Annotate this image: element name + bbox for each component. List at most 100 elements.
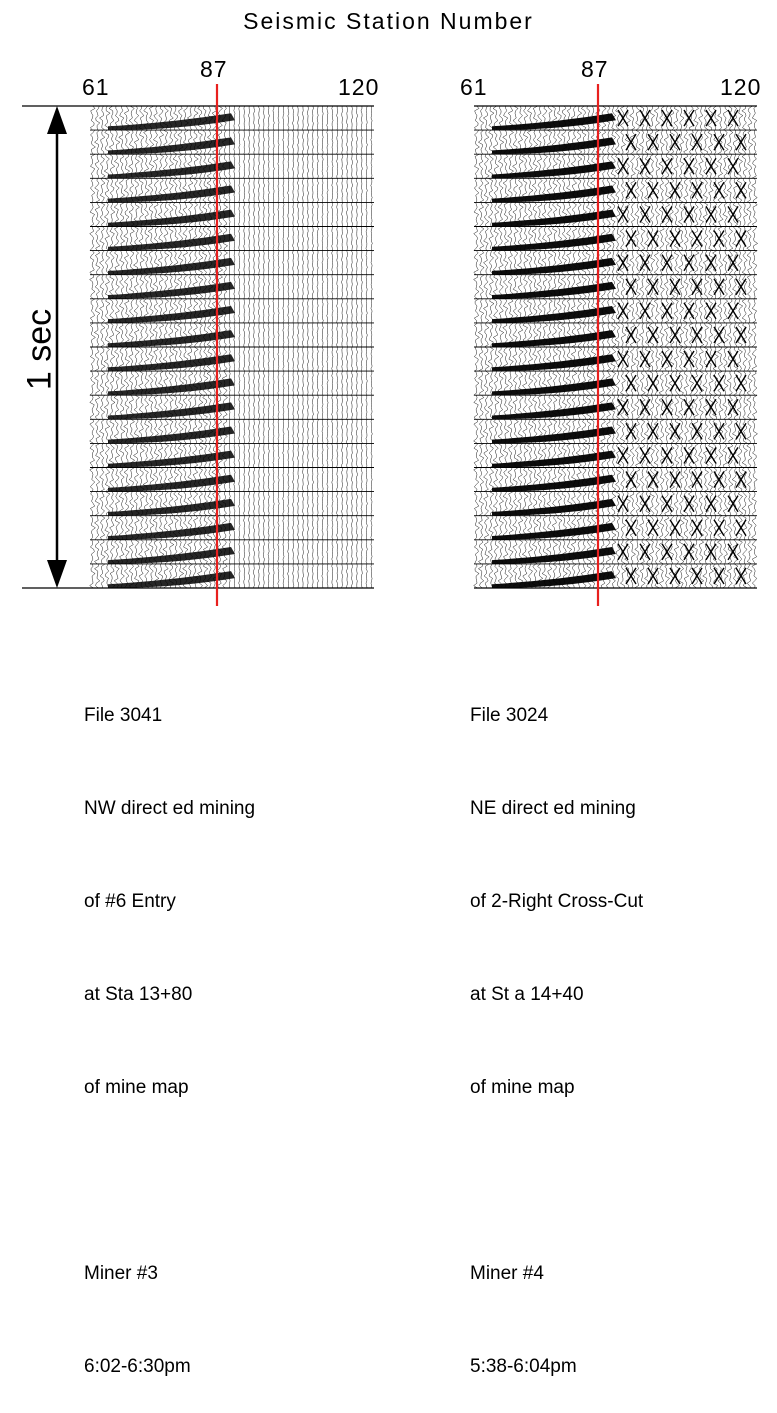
trace-wiggle	[272, 250, 275, 275]
trace-wiggle	[717, 130, 723, 155]
trace-wiggle	[243, 491, 246, 516]
trace-wiggle	[649, 178, 655, 203]
trace-wiggle	[629, 419, 636, 444]
trace-wiggle	[262, 395, 265, 420]
texture-mark	[617, 398, 629, 416]
trace-wiggle	[267, 515, 270, 540]
trace-wiggle	[702, 515, 710, 540]
texture-mark	[713, 374, 725, 392]
trace-wiggle	[708, 419, 714, 444]
trace-wiggle	[747, 322, 753, 348]
trace-wiggle	[312, 443, 314, 468]
trace-wiggle	[253, 322, 255, 348]
trace-wiggle	[258, 419, 260, 444]
trace-wiggle	[365, 226, 368, 251]
trace-wiggle	[489, 371, 494, 396]
trace-wiggle	[658, 154, 664, 179]
trace-wiggle	[267, 298, 270, 323]
texture-mark	[617, 350, 629, 368]
trace-wiggle	[365, 274, 368, 299]
trace-wiggle	[649, 491, 655, 516]
trace-wiggle	[351, 419, 353, 444]
trace-wiggle	[664, 178, 671, 203]
trace-wiggle	[89, 226, 95, 251]
trace-wiggle	[639, 491, 645, 516]
trace-wiggle	[297, 105, 300, 131]
trace-wiggle	[634, 178, 640, 203]
trace-wiggle	[370, 467, 373, 492]
trace-wiggle	[331, 419, 334, 444]
trace-wiggle	[321, 178, 324, 203]
trace-wiggle	[104, 178, 110, 203]
trace-wiggle	[625, 419, 631, 444]
trace-wiggle	[722, 250, 728, 275]
trace-wiggle	[336, 491, 338, 516]
trace-wiggle	[742, 419, 748, 444]
trace-wiggle	[630, 563, 635, 589]
trace-wiggle	[243, 467, 246, 492]
trace-wiggle	[365, 563, 368, 589]
trace-wiggle	[262, 226, 265, 251]
trace-wiggle	[727, 322, 733, 348]
panel-1-station-marker: 87	[200, 56, 228, 82]
trace-wiggle	[474, 539, 479, 564]
trace-wiggle	[268, 226, 270, 251]
trace-wiggle	[712, 154, 719, 179]
texture-mark	[617, 543, 629, 561]
panel-1-caption: File 3041 NW direct ed mining of #6 Entr…	[84, 638, 255, 1413]
trace-wiggle	[331, 130, 334, 155]
trace-wiggle	[737, 491, 744, 516]
trace-wiggle	[493, 202, 500, 227]
trace-wiggle	[346, 274, 349, 299]
texture-mark	[735, 519, 747, 537]
trace-wiggle	[360, 539, 363, 564]
texture-mark	[713, 519, 725, 537]
trace-wiggle	[571, 250, 577, 275]
trace-wiggle	[316, 154, 319, 179]
trace-wiggle	[624, 515, 630, 540]
trace-wiggle	[351, 563, 353, 589]
trace-wiggle	[473, 395, 479, 420]
trace-wiggle	[653, 467, 660, 492]
trace-wiggle	[659, 250, 666, 275]
trace-wiggle	[741, 298, 747, 323]
trace-wiggle	[717, 154, 723, 179]
trace-wiggle	[292, 539, 295, 564]
trace-wiggle	[248, 250, 250, 275]
trace-wiggle	[94, 491, 101, 516]
trace-wiggle	[615, 346, 621, 372]
trace-wiggle	[238, 130, 241, 155]
trace-wiggle	[693, 419, 699, 444]
trace-wiggle	[673, 298, 679, 323]
trace-wiggle	[292, 298, 294, 323]
trace-wiggle	[331, 395, 334, 420]
trace-wiggle	[282, 563, 285, 589]
panel-1-desc-line2: of #6 Entry	[84, 891, 176, 912]
trace-wiggle	[703, 443, 709, 468]
trace-wiggle	[751, 154, 757, 179]
trace-wiggle	[331, 202, 334, 227]
trace-wiggle	[648, 346, 655, 372]
trace-wiggle	[732, 178, 739, 203]
trace-wiggle	[629, 105, 636, 131]
trace-wiggle	[99, 563, 106, 589]
trace-wiggle	[751, 178, 758, 203]
trace-wiggle	[630, 202, 636, 227]
trace-wiggle	[105, 371, 110, 396]
trace-wiggle	[238, 515, 241, 540]
trace-wiggle	[634, 346, 641, 372]
trace-wiggle	[635, 298, 641, 324]
trace-wiggle	[693, 154, 699, 179]
trace-wiggle	[575, 395, 582, 420]
trace-wiggle	[717, 467, 724, 492]
trace-wiggle	[703, 298, 710, 324]
trace-wiggle	[708, 226, 714, 251]
trace-wiggle	[341, 515, 344, 540]
trace-wiggle	[292, 346, 295, 372]
trace-wiggle	[703, 491, 709, 516]
trace-wiggle	[272, 467, 275, 492]
trace-wiggle	[668, 539, 674, 565]
trace-wiggle	[287, 298, 290, 323]
texture-mark	[727, 398, 739, 416]
texture-mark	[683, 350, 695, 368]
